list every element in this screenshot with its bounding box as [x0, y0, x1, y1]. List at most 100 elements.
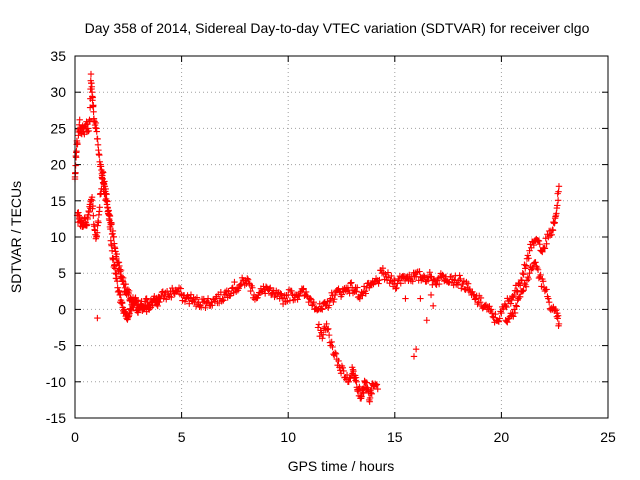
data-point: [177, 285, 184, 292]
data-point: [368, 390, 375, 398]
data-point: [93, 229, 101, 236]
data-point: [417, 295, 424, 302]
data-point: [524, 252, 532, 259]
data-point: [375, 280, 382, 287]
data-point: [553, 210, 560, 217]
data-point: [93, 128, 100, 135]
data-point: [522, 265, 529, 272]
y-tick-label: -10: [46, 374, 66, 390]
data-point: [331, 296, 338, 303]
data-point: [105, 207, 112, 214]
data-point: [539, 278, 547, 285]
data-point: [504, 319, 511, 326]
x-tick-label: 20: [494, 429, 510, 445]
data-point: [231, 278, 238, 286]
data-point: [470, 291, 477, 298]
data-point: [113, 250, 120, 258]
data-point: [325, 302, 333, 309]
data-point: [549, 227, 557, 234]
data-point: [545, 295, 552, 302]
plot-frame: [74, 55, 609, 419]
data-point: [373, 381, 381, 388]
data-point: [330, 298, 337, 306]
y-tick-label: 35: [50, 48, 66, 64]
data-point: [332, 350, 340, 358]
y-axis-label: SDTVAR / TECUs: [8, 181, 24, 293]
data-point: [402, 295, 409, 302]
data-point: [426, 269, 433, 276]
data-point: [209, 302, 216, 309]
data-point: [319, 335, 326, 342]
data-point: [325, 325, 332, 332]
data-point: [435, 280, 443, 288]
data-point: [498, 309, 505, 317]
data-point: [374, 385, 381, 393]
data-point: [169, 284, 176, 292]
y-tick-label: 30: [50, 84, 66, 100]
data-point: [358, 393, 365, 400]
data-point: [353, 378, 360, 385]
data-point: [554, 202, 561, 209]
data-point: [323, 320, 330, 328]
data-point: [522, 262, 530, 269]
data-point: [99, 169, 107, 176]
data-point: [477, 294, 485, 302]
data-point: [328, 338, 335, 346]
data-points: [71, 70, 563, 405]
data-point: [114, 278, 121, 285]
data-point: [388, 272, 395, 280]
y-tick-label: 5: [58, 265, 66, 281]
data-point: [537, 271, 544, 279]
data-point: [384, 269, 392, 276]
y-tick-label: 20: [50, 157, 66, 173]
data-point: [340, 367, 347, 375]
data-point: [324, 326, 331, 333]
data-point: [359, 292, 366, 299]
x-tick-label: 0: [71, 429, 79, 445]
data-point: [519, 288, 526, 295]
y-tick-label: 25: [50, 120, 66, 136]
data-point: [551, 305, 559, 313]
data-point: [393, 284, 400, 292]
data-point: [244, 275, 251, 282]
data-point: [299, 286, 306, 293]
data-point: [543, 286, 550, 293]
y-tick-label: 10: [50, 229, 66, 245]
data-point: [193, 294, 201, 301]
data-point: [412, 346, 420, 353]
data-point: [331, 291, 339, 299]
data-point: [278, 291, 285, 298]
data-point: [350, 367, 357, 375]
data-point: [315, 321, 323, 328]
data-point: [95, 219, 102, 226]
data-point: [94, 141, 102, 148]
data-point: [117, 266, 125, 274]
data-point: [247, 287, 254, 295]
data-point: [73, 148, 80, 155]
data-point: [85, 208, 93, 216]
chart-title: Day 358 of 2014, Sidereal Day-to-day VTE…: [85, 20, 590, 36]
data-point: [513, 303, 520, 310]
data-point: [90, 108, 97, 115]
data-point: [132, 297, 140, 305]
data-point: [90, 212, 97, 219]
data-point: [110, 255, 117, 262]
data-point: [376, 276, 383, 284]
data-point: [244, 276, 252, 283]
data-point: [458, 285, 465, 292]
data-point: [532, 259, 539, 266]
data-point: [510, 313, 517, 320]
data-point: [150, 295, 157, 302]
data-point: [110, 233, 118, 241]
data-point: [307, 295, 314, 302]
data-point: [392, 285, 399, 292]
data-point: [427, 291, 435, 299]
data-point: [397, 280, 404, 287]
data-point: [154, 302, 161, 310]
data-point: [94, 314, 101, 322]
data-point: [85, 127, 92, 135]
data-point: [409, 278, 416, 285]
data-point: [512, 302, 520, 309]
data-point: [277, 290, 284, 297]
